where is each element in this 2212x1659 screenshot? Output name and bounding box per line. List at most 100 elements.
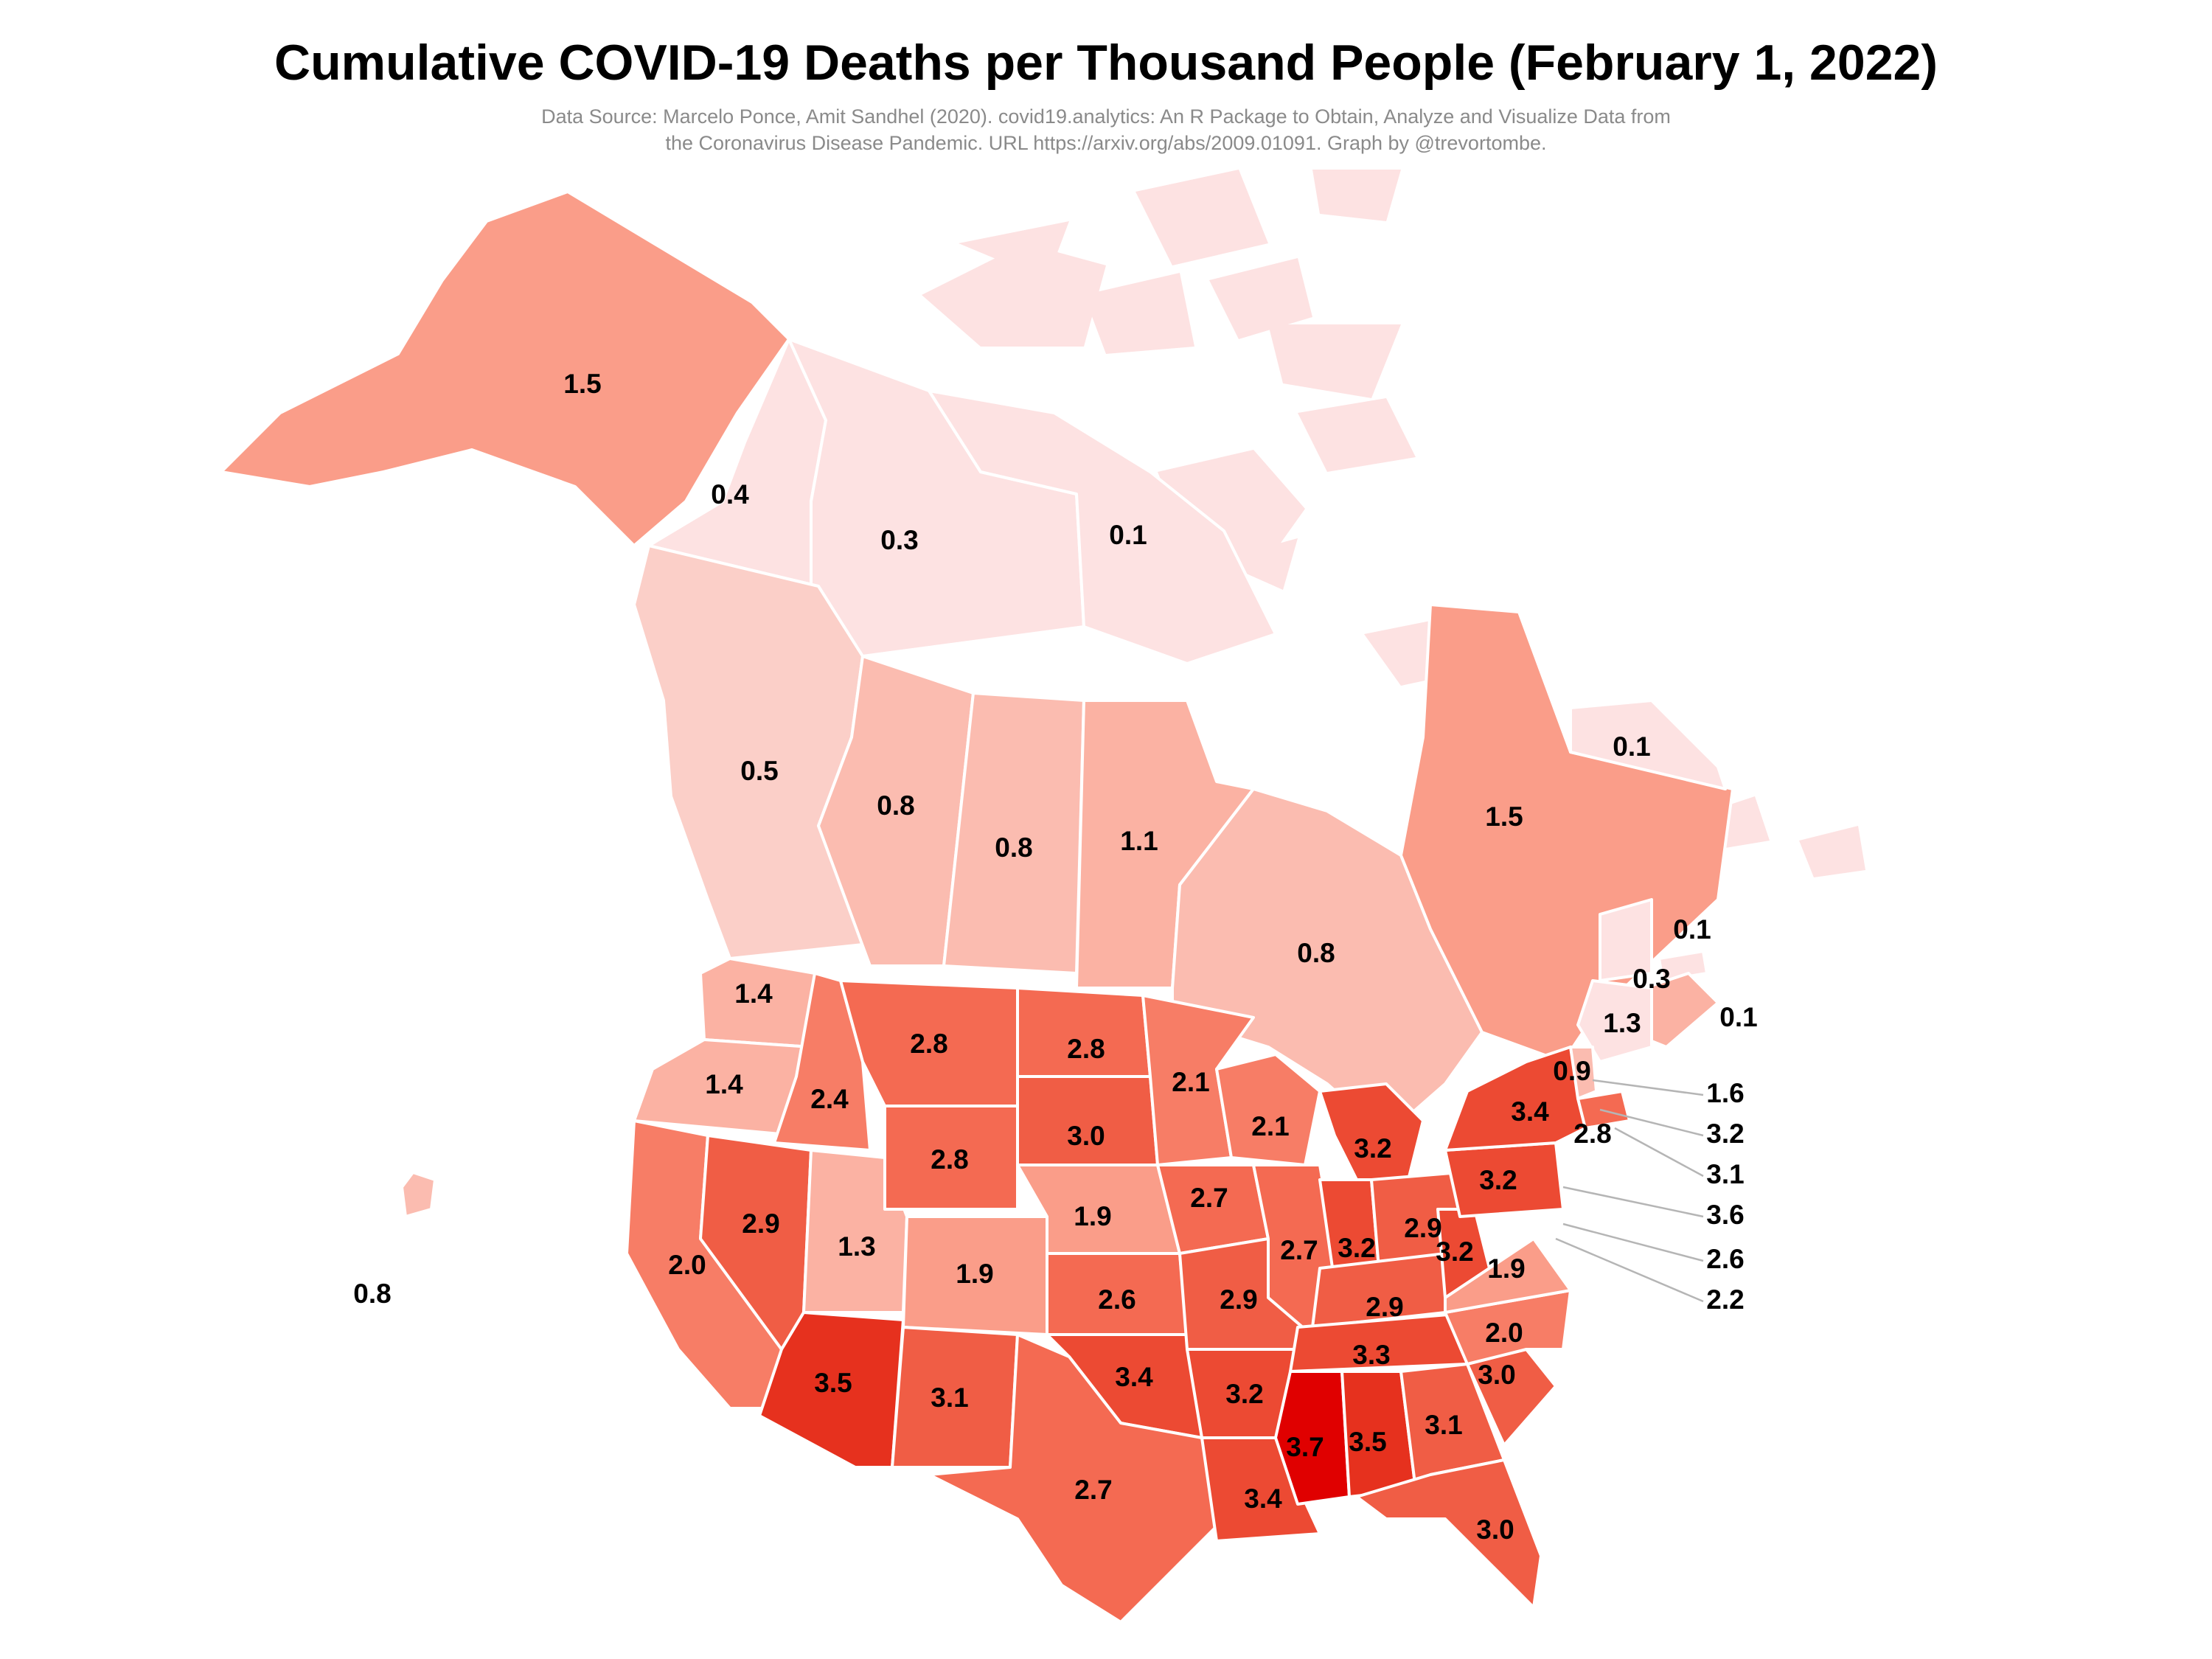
- value-label-arizona: 3.5: [814, 1368, 852, 1398]
- value-label-pennsylvania: 3.2: [1479, 1165, 1517, 1195]
- region-louisiana: [1200, 1436, 1321, 1543]
- value-label-maryland: 2.2: [1706, 1284, 1744, 1315]
- value-label-oregon: 1.4: [705, 1069, 743, 1099]
- value-label-iowa: 2.7: [1190, 1183, 1228, 1213]
- arctic-island: [1298, 398, 1416, 472]
- value-label-alberta: 0.8: [877, 790, 914, 821]
- value-label-nebraska: 1.9: [1074, 1201, 1111, 1231]
- leader-line: [1562, 1186, 1704, 1218]
- data-source-caption: Data Source: Marcelo Ponce, Amit Sandhel…: [0, 103, 2212, 156]
- region-british-columbia: [633, 544, 872, 960]
- region-alaska: [220, 190, 790, 547]
- value-label-michigan: 3.2: [1354, 1133, 1391, 1164]
- value-label-west-virginia: 3.2: [1436, 1237, 1473, 1267]
- value-label-maine: 1.3: [1603, 1008, 1641, 1038]
- region-wyoming: [883, 1105, 1019, 1211]
- value-label-new-hampshire: 1.6: [1706, 1078, 1744, 1108]
- value-label-nunavut: 0.1: [1109, 520, 1147, 550]
- value-label-utah: 1.3: [838, 1231, 875, 1262]
- value-label-north-dakota: 2.8: [1067, 1034, 1105, 1064]
- value-label-northwest-territories: 0.3: [880, 525, 918, 555]
- value-label-florida: 3.0: [1476, 1514, 1514, 1545]
- arctic-island: [922, 243, 1106, 347]
- value-label-prince-edward-island: 0.3: [1632, 964, 1670, 994]
- value-label-minnesota: 2.1: [1172, 1067, 1209, 1097]
- value-labels: 1.5 0.4 0.3 0.1 0.5 0.8 0.8 1.1 0.8 1.5 …: [353, 369, 1757, 1545]
- value-label-massachusetts: 2.8: [1573, 1119, 1611, 1149]
- value-label-new-jersey: 3.6: [1706, 1200, 1744, 1230]
- value-label-wisconsin: 2.1: [1251, 1111, 1289, 1141]
- region-oregon: [633, 1038, 813, 1137]
- value-label-new-brunswick: 0.1: [1673, 914, 1711, 945]
- leader-line: [1555, 1237, 1704, 1303]
- value-label-quebec: 1.5: [1485, 801, 1523, 832]
- value-label-mississippi: 3.7: [1286, 1432, 1324, 1462]
- value-label-nevada: 2.9: [742, 1208, 779, 1239]
- leader-line: [1599, 1108, 1704, 1137]
- value-label-ontario: 0.8: [1297, 938, 1335, 968]
- value-label-illinois: 2.7: [1280, 1235, 1318, 1265]
- value-label-wyoming: 2.8: [931, 1144, 968, 1175]
- arctic-island: [1268, 324, 1401, 398]
- region-nunavut: [928, 389, 1277, 665]
- value-label-new-mexico: 3.1: [931, 1382, 968, 1413]
- value-label-idaho: 2.4: [810, 1084, 849, 1114]
- value-label-arkansas: 3.2: [1225, 1379, 1263, 1409]
- value-label-newfoundland-labrador: 0.1: [1613, 731, 1650, 762]
- leader-line: [1562, 1222, 1704, 1262]
- region-wisconsin: [1215, 1053, 1321, 1166]
- leader-lines: [1555, 1079, 1704, 1303]
- value-label-manitoba: 1.1: [1120, 826, 1158, 856]
- value-label-tennessee: 3.3: [1352, 1340, 1390, 1370]
- data-source-line-2: the Coronavirus Disease Pandemic. URL ht…: [665, 132, 1547, 154]
- arctic-island: [1799, 826, 1865, 877]
- value-label-kansas: 2.6: [1098, 1284, 1135, 1315]
- value-label-south-carolina: 3.0: [1478, 1360, 1515, 1390]
- region-prince-edward-island: [1658, 950, 1708, 982]
- leader-line: [1592, 1079, 1704, 1096]
- region-virginia: [1444, 1237, 1572, 1314]
- value-label-georgia: 3.1: [1425, 1410, 1462, 1440]
- data-source-line-1: Data Source: Marcelo Ponce, Amit Sandhel…: [541, 105, 1671, 128]
- value-label-new-york: 3.4: [1511, 1096, 1549, 1127]
- value-label-delaware: 2.6: [1706, 1244, 1744, 1274]
- value-label-montana: 2.8: [910, 1029, 947, 1059]
- value-label-connecticut: 3.2: [1706, 1119, 1744, 1149]
- value-label-louisiana: 3.4: [1244, 1484, 1282, 1514]
- arctic-island: [959, 221, 1069, 280]
- value-label-colorado: 1.9: [956, 1259, 993, 1289]
- value-label-kentucky: 2.9: [1366, 1292, 1403, 1322]
- value-label-nova-scotia: 0.1: [1719, 1002, 1757, 1032]
- region-florida: [1355, 1458, 1543, 1609]
- value-label-indiana: 3.2: [1338, 1233, 1375, 1263]
- region-texas: [928, 1333, 1225, 1624]
- region-newfoundland-labrador: [1569, 699, 1727, 790]
- value-label-missouri: 2.9: [1220, 1284, 1257, 1315]
- value-label-rhode-island: 3.1: [1706, 1159, 1744, 1189]
- value-label-yukon: 0.4: [711, 479, 749, 509]
- value-label-alabama: 3.5: [1349, 1427, 1386, 1457]
- arctic-island: [1084, 273, 1194, 354]
- value-label-california: 2.0: [668, 1250, 706, 1280]
- map-title: Cumulative COVID-19 Deaths per Thousand …: [274, 35, 1938, 91]
- value-label-north-carolina: 2.0: [1485, 1318, 1523, 1348]
- value-label-hawaii: 0.8: [353, 1279, 391, 1309]
- region-hawaii: [400, 1171, 437, 1218]
- value-label-south-dakota: 3.0: [1067, 1121, 1105, 1151]
- value-label-oklahoma: 3.4: [1115, 1362, 1153, 1392]
- arctic-island: [1135, 170, 1268, 265]
- leader-line: [1614, 1127, 1704, 1178]
- region-new-brunswick: [1599, 898, 1653, 982]
- value-label-virginia: 1.9: [1487, 1253, 1525, 1284]
- regions: [220, 190, 1734, 1624]
- arctic-island: [1209, 258, 1312, 339]
- arctic-island: [1312, 170, 1401, 221]
- value-label-ohio: 2.9: [1404, 1213, 1441, 1243]
- value-label-texas: 2.7: [1074, 1475, 1112, 1505]
- value-label-vermont: 0.9: [1553, 1056, 1590, 1086]
- region-vermont: [1569, 1046, 1598, 1100]
- region-maine: [1576, 979, 1653, 1063]
- value-label-british-columbia: 0.5: [740, 756, 778, 786]
- region-mississippi: [1274, 1370, 1351, 1506]
